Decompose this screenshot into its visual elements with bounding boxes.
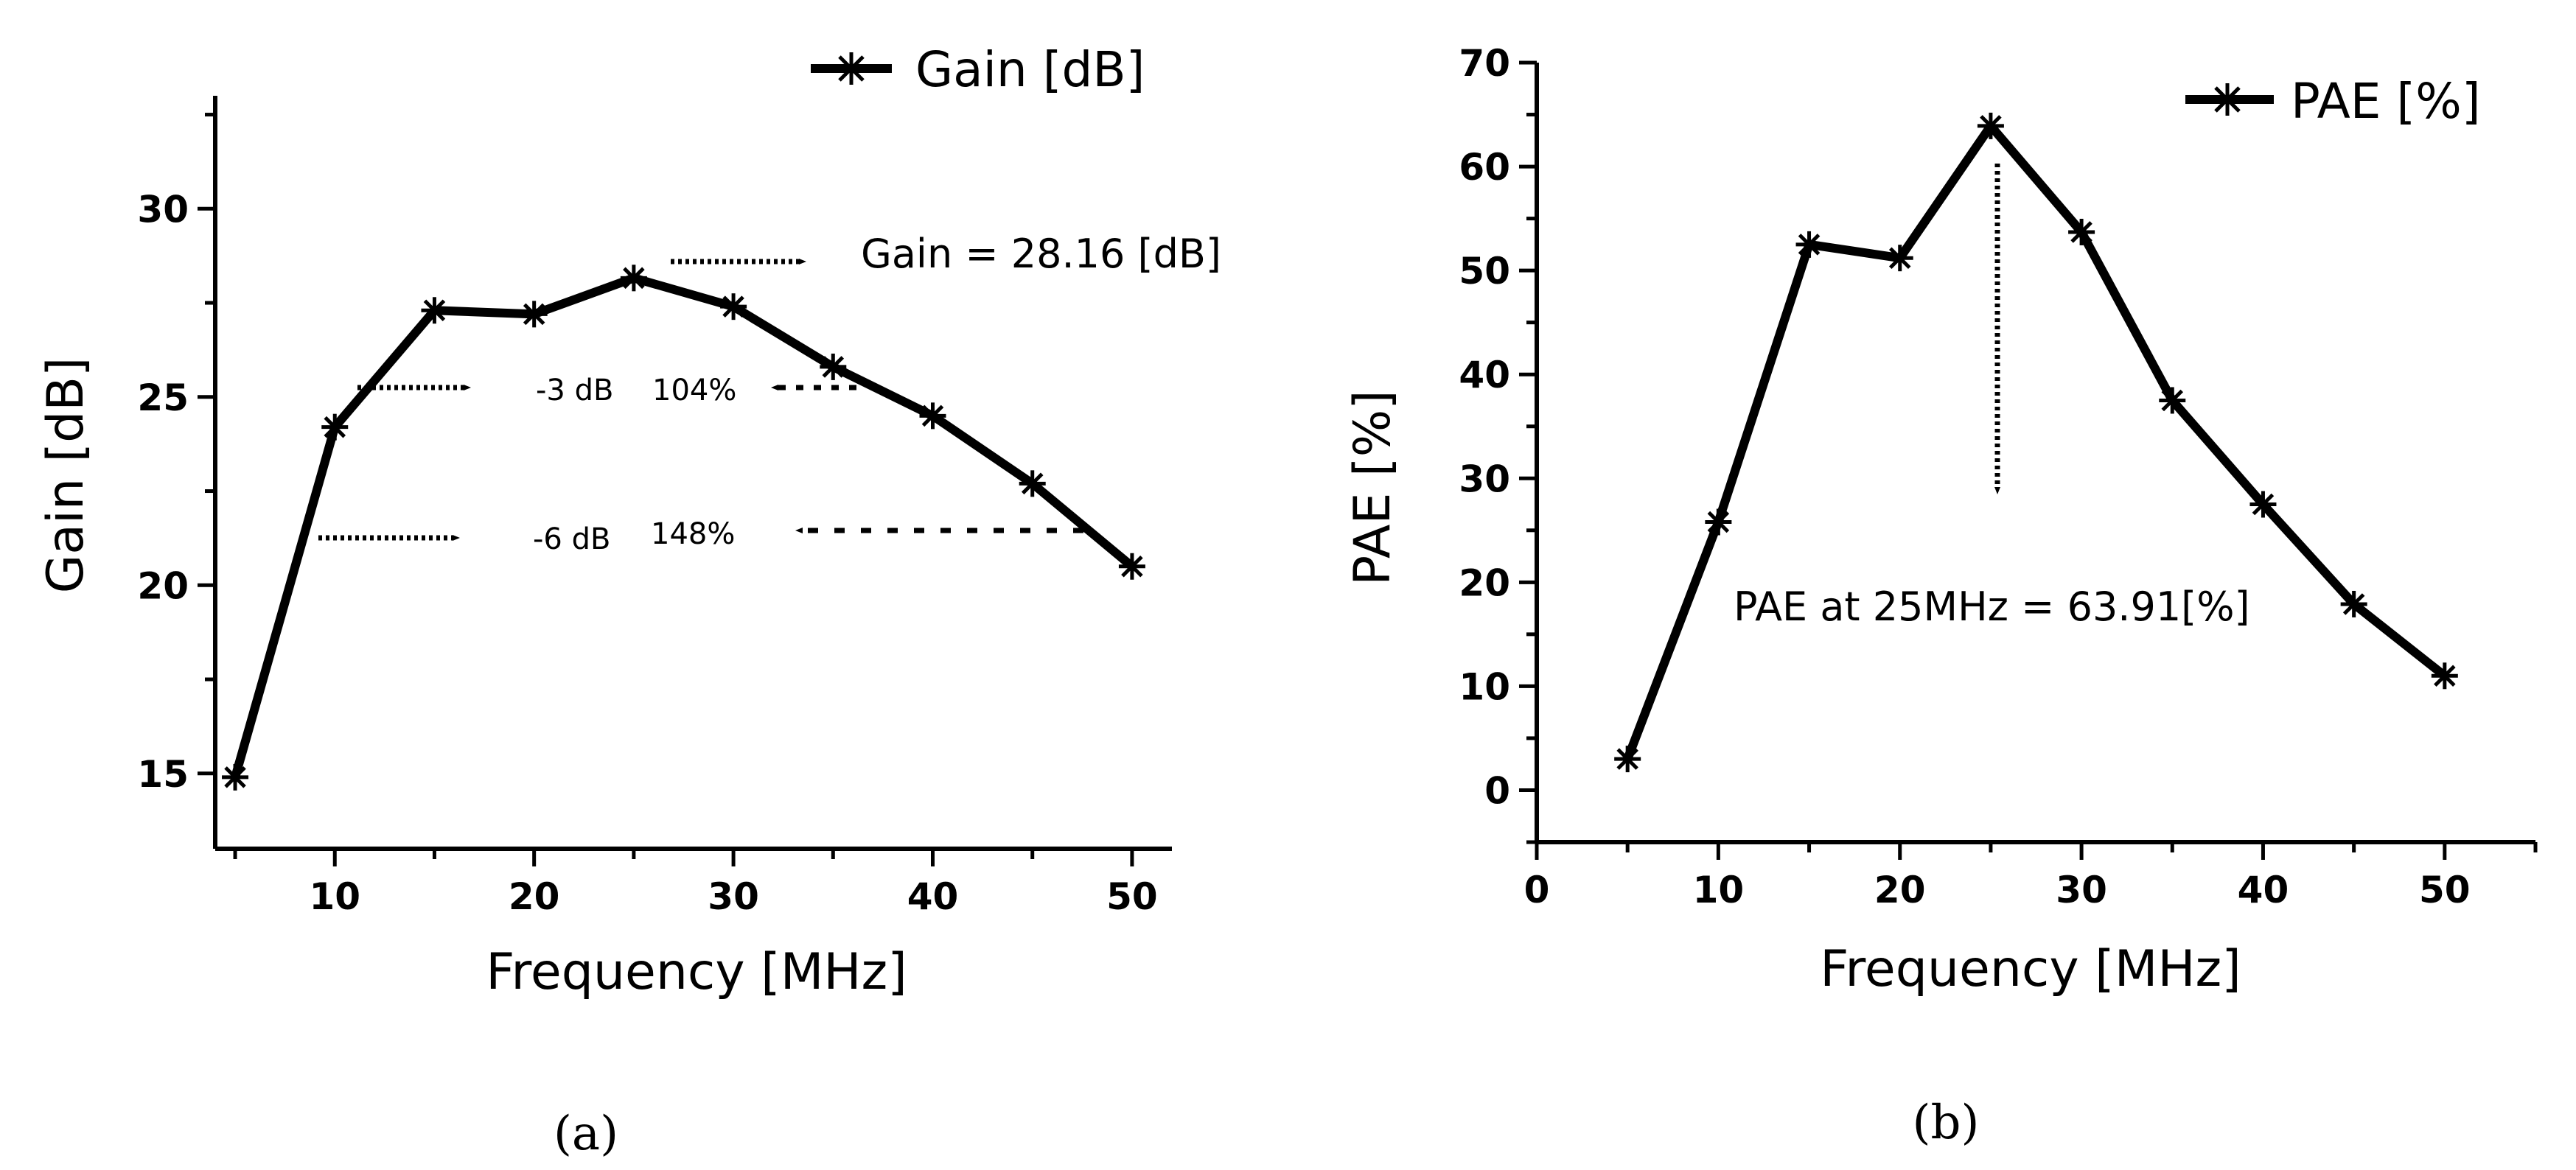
panel-b-series xyxy=(1614,112,2458,773)
panel-a-y-tick-label: 15 xyxy=(137,753,189,796)
panel-b-y-tick-label: 50 xyxy=(1459,250,1510,292)
panel-a-x-tick-label: 10 xyxy=(309,875,360,918)
panel-a-y-tick-label: 25 xyxy=(137,376,189,419)
panel-a-data-point xyxy=(620,265,647,292)
panel-b-x-tick-label: 30 xyxy=(2056,869,2107,911)
panel-a-legend: Gain [dB] xyxy=(811,41,1145,98)
panel-a-x-tick-label: 50 xyxy=(1106,875,1158,918)
panel-a-data-point xyxy=(321,413,349,441)
panel-a-legend-marker xyxy=(835,52,868,85)
pae-peak-annotation: PAE at 25MHz = 63.91[%] xyxy=(1734,584,2250,630)
panel-b-axes xyxy=(1519,60,2538,860)
panel-a-y-axis-label: Gain [dB] xyxy=(37,357,95,594)
panel-b-y-tick-label: 10 xyxy=(1459,665,1510,708)
panel-b-legend: PAE [%] xyxy=(2185,73,2481,130)
panel-a-y-tick-label: 20 xyxy=(137,564,189,607)
panel-a-x-tick-label: 20 xyxy=(509,875,560,918)
panel-a-x-ticks: 10 20 30 40 50 xyxy=(309,875,1157,918)
panel-b-y-tick-label: 0 xyxy=(1484,769,1510,812)
panel-b-data-point xyxy=(2159,387,2186,414)
panel-a-data-point xyxy=(820,353,847,380)
panel-a-data-point xyxy=(1019,470,1046,497)
panel-b-x-tick-label: 40 xyxy=(2238,869,2289,911)
panel-b-x-tick-label: 50 xyxy=(2419,869,2471,911)
panel-b: 0 10 20 30 40 50 60 70 0 10 20 30 40 50 PAE [%] Freq… xyxy=(1344,42,2538,1150)
panel-b-y-tick-label: 30 xyxy=(1459,458,1510,500)
panel-b-caption: (b) xyxy=(1913,1096,1980,1150)
panel-a-legend-label: Gain [dB] xyxy=(915,41,1145,98)
panel-b-data-point xyxy=(2068,218,2095,245)
panel-a-data-point xyxy=(222,763,249,791)
panel-b-y-tick-label: 40 xyxy=(1459,354,1510,396)
panel-a-data-point xyxy=(520,301,548,328)
panel-a: 15 20 25 30 10 20 30 40 50 Gain [dB] Frequency … xyxy=(37,41,1221,1161)
panel-b-x-ticks: 0 10 20 30 40 50 xyxy=(1524,869,2471,911)
panel-b-y-ticks: 0 10 20 30 40 50 60 70 xyxy=(1459,42,1510,812)
panel-b-data-point xyxy=(1886,245,1913,272)
panel-b-data-point xyxy=(1795,231,1823,258)
panel-a-series xyxy=(222,265,1145,791)
panel-b-data-point xyxy=(2249,491,2277,518)
panel-b-series-line xyxy=(1623,121,2448,761)
panel-a-x-tick-label: 40 xyxy=(907,875,959,918)
panel-a-series-line xyxy=(231,273,1135,779)
panel-a-data-point xyxy=(421,297,448,324)
panel-b-y-tick-label: 20 xyxy=(1459,561,1510,604)
panel-b-y-axis-label: PAE [%] xyxy=(1344,390,1402,585)
bandwidth-104-label: 104% xyxy=(652,374,736,407)
panel-a-y-ticks: 15 20 25 30 xyxy=(137,188,189,796)
panel-b-data-point xyxy=(1614,746,1641,773)
panel-b-legend-marker xyxy=(2211,83,2244,116)
panel-a-y-tick-label: 30 xyxy=(137,188,189,231)
panel-b-y-tick-label: 70 xyxy=(1459,42,1510,85)
panel-a-x-tick-label: 30 xyxy=(708,875,759,918)
panel-a-x-axis-label: Frequency [MHz] xyxy=(486,943,907,1001)
panel-b-x-axis-label: Frequency [MHz] xyxy=(1820,940,2241,998)
gain-peak-annotation: Gain = 28.16 [dB] xyxy=(861,231,1221,277)
panel-a-caption: (a) xyxy=(554,1107,618,1161)
panel-b-data-point xyxy=(2340,590,2367,617)
panel-b-x-tick-label: 0 xyxy=(1524,869,1550,911)
panel-a-data-point xyxy=(1118,553,1145,580)
panel-b-x-tick-label: 20 xyxy=(1874,869,1926,911)
panel-a-data-point xyxy=(720,293,747,320)
panel-b-annotations: PAE at 25MHz = 63.91[%] xyxy=(1734,164,2250,630)
panel-b-x-tick-label: 10 xyxy=(1693,869,1745,911)
panel-a-axes xyxy=(198,96,1172,866)
minus-3db-label: -3 dB xyxy=(536,374,613,407)
panel-a-annotations: Gain = 28.16 [dB] -3 dB 104% -6 dB 148% xyxy=(318,231,1221,556)
panel-b-data-point xyxy=(2431,662,2458,690)
panel-b-legend-label: PAE [%] xyxy=(2291,73,2481,130)
minus-6db-label: -6 dB xyxy=(533,522,610,556)
panel-b-data-point xyxy=(1977,112,2004,139)
panel-b-y-tick-label: 60 xyxy=(1459,146,1510,189)
panel-b-data-point xyxy=(1705,508,1732,536)
bandwidth-148-label: 148% xyxy=(651,517,735,551)
panel-a-data-point xyxy=(919,402,946,430)
